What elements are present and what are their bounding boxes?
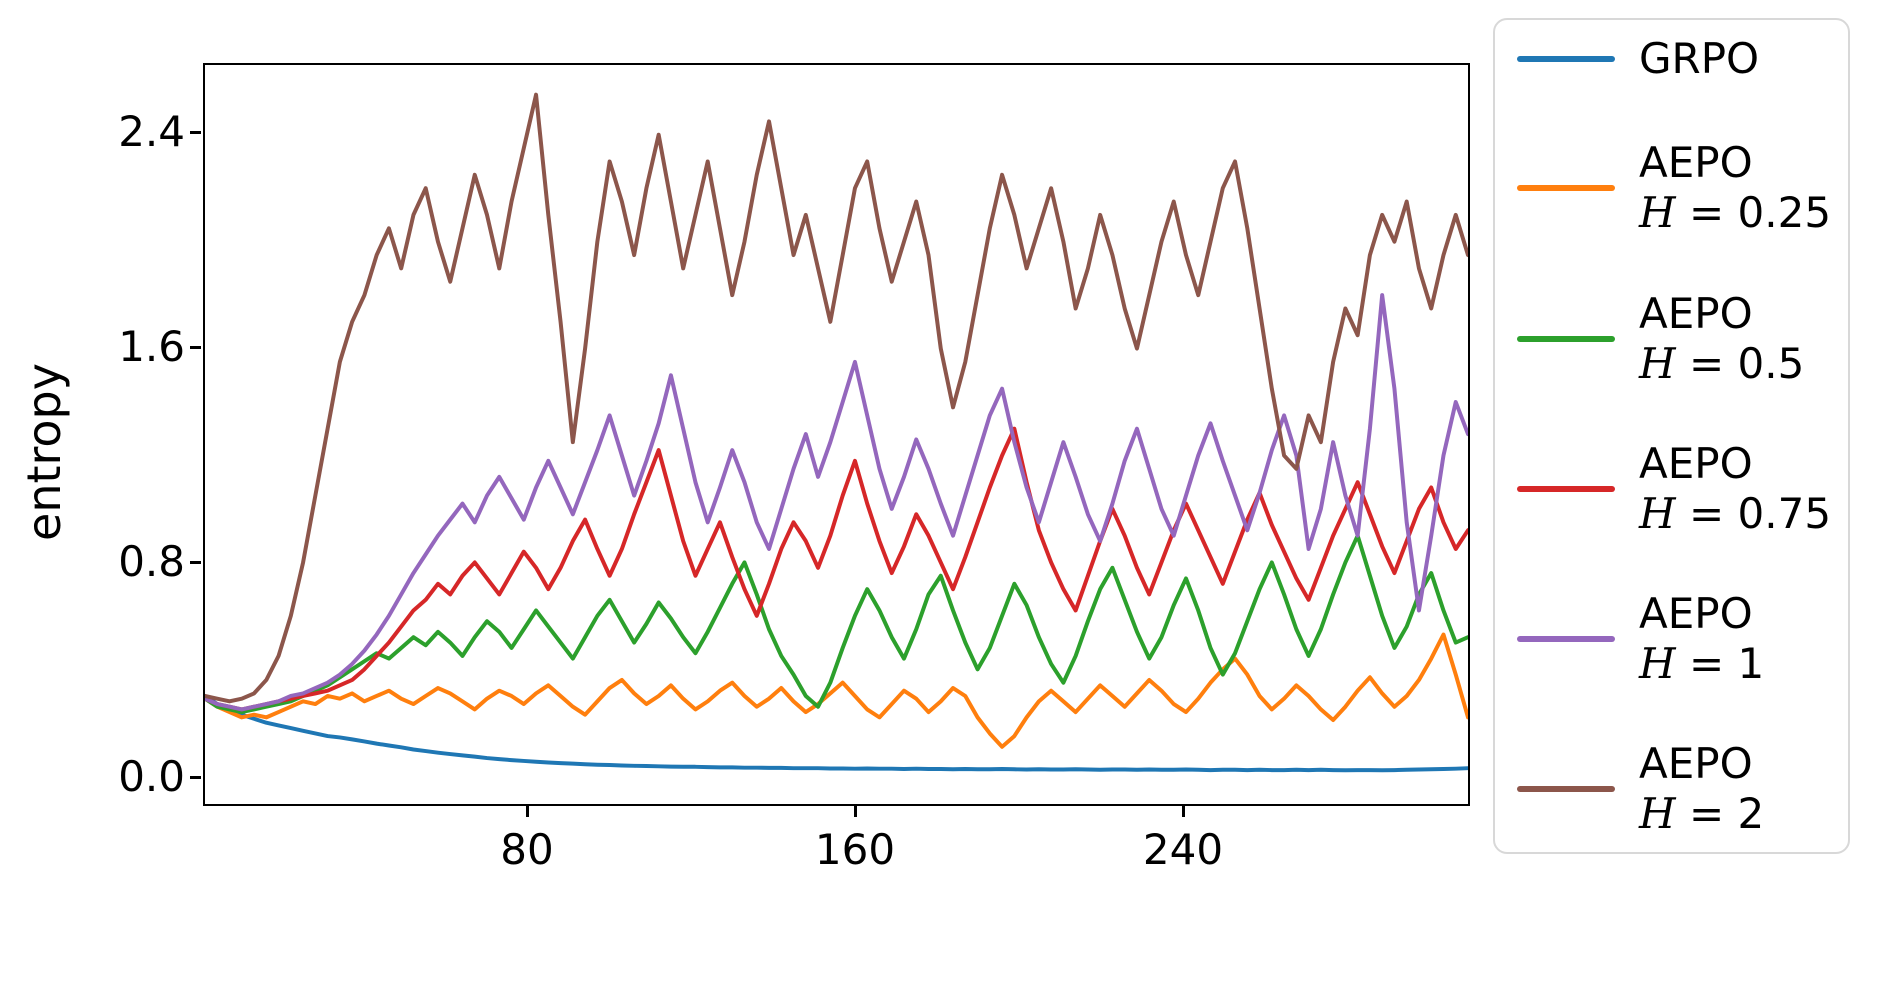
mathcal-h-symbol: H <box>1639 789 1676 838</box>
x-tick-mark <box>1182 806 1185 817</box>
legend-label-subtext: H = 0.75 <box>1639 489 1831 539</box>
legend-label-aepo-h075: AEPO H = 0.75 <box>1639 439 1831 539</box>
legend-label-text: AEPO <box>1639 739 1753 788</box>
legend-label-aepo-h05: AEPO H = 0.5 <box>1639 289 1804 389</box>
legend-label-subtext: H = 0.5 <box>1639 339 1804 389</box>
legend-item-aepo-h075: AEPO H = 0.75 <box>1495 439 1848 539</box>
legend-item-aepo-h2: AEPO H = 2 <box>1495 739 1848 839</box>
h-value-text: = 0.25 <box>1675 188 1832 237</box>
legend-label-text: AEPO <box>1639 439 1753 488</box>
legend-item-aepo-h05: AEPO H = 0.5 <box>1495 289 1848 389</box>
y-tick-label: 1.6 <box>118 322 185 371</box>
h-value-text: = 2 <box>1675 789 1765 838</box>
x-tick-mark <box>854 806 857 817</box>
y-tick-mark <box>190 131 201 134</box>
y-tick-label: 0.0 <box>118 752 185 801</box>
y-tick-mark <box>190 346 201 349</box>
legend-line-swatch-aepo-h075 <box>1517 486 1615 492</box>
x-tick-label: 80 <box>500 825 554 874</box>
legend-label-subtext: H = 1 <box>1639 639 1764 689</box>
y-tick-label: 2.4 <box>118 107 185 156</box>
series-line-aepo-1 <box>205 293 1468 712</box>
plot-area <box>203 63 1470 806</box>
series-line-aepo-2 <box>205 92 1468 704</box>
legend-label-grpo: GRPO <box>1639 34 1759 84</box>
legend-item-grpo: GRPO <box>1495 34 1848 84</box>
legend-label-aepo-h1: AEPO H = 1 <box>1639 589 1764 689</box>
legend-label-text: AEPO <box>1639 138 1753 187</box>
legend-label-aepo-h025: AEPO H = 0.25 <box>1639 138 1831 238</box>
y-tick-mark <box>190 776 201 779</box>
x-tick-mark <box>526 806 529 817</box>
legend-line-swatch-grpo <box>1517 56 1615 62</box>
series-lines <box>205 92 1468 773</box>
legend-item-aepo-h1: AEPO H = 1 <box>1495 589 1848 689</box>
legend-label-subtext: H = 0.25 <box>1639 188 1831 238</box>
legend-box: GRPO AEPO H = 0.25 AEPO H = 0.5 AEPO H =… <box>1493 18 1850 854</box>
legend-item-aepo-h025: AEPO H = 0.25 <box>1495 138 1848 238</box>
legend-line-swatch-aepo-h2 <box>1517 786 1615 792</box>
y-tick-label: 0.8 <box>118 537 185 586</box>
x-tick-label: 160 <box>814 825 896 874</box>
legend-label-text: GRPO <box>1639 34 1760 83</box>
h-value-text: = 0.75 <box>1675 489 1832 538</box>
mathcal-h-symbol: H <box>1639 489 1676 538</box>
x-tick-label: 240 <box>1142 825 1224 874</box>
legend-line-swatch-aepo-h025 <box>1517 185 1615 191</box>
legend-line-swatch-aepo-h05 <box>1517 336 1615 342</box>
h-value-text: = 0.5 <box>1675 339 1805 388</box>
mathcal-h-symbol: H <box>1639 339 1676 388</box>
mathcal-h-symbol: H <box>1639 639 1676 688</box>
legend-label-text: AEPO <box>1639 589 1753 638</box>
legend-label-text: AEPO <box>1639 289 1753 338</box>
legend-label-aepo-h2: AEPO H = 2 <box>1639 739 1764 839</box>
series-line-grpo <box>205 693 1468 773</box>
legend-label-subtext: H = 2 <box>1639 789 1764 839</box>
y-axis-label: entropy <box>17 363 71 541</box>
h-value-text: = 1 <box>1675 639 1765 688</box>
mathcal-h-symbol: H <box>1639 188 1676 237</box>
series-line-aepo-05 <box>205 533 1468 715</box>
series-line-aepo-025 <box>205 632 1468 749</box>
y-tick-mark <box>190 561 201 564</box>
legend-line-swatch-aepo-h1 <box>1517 636 1615 642</box>
